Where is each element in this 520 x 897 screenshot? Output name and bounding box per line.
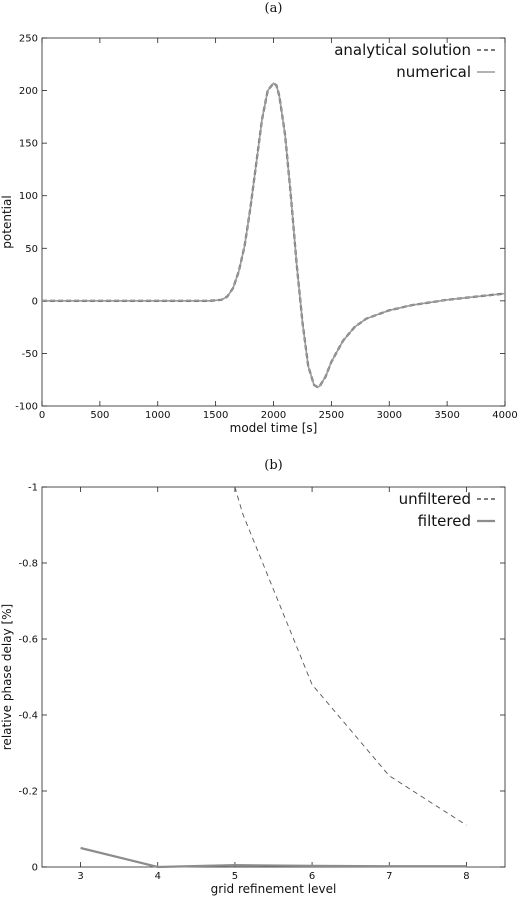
y-tick-label: 250 bbox=[19, 34, 38, 45]
plot-frame-b bbox=[41, 486, 506, 868]
y-tick-label: -0.4 bbox=[18, 711, 38, 722]
x-tick-label: 2500 bbox=[319, 410, 344, 421]
x-tick-label: 6 bbox=[309, 871, 315, 882]
panel-a-tag: (a) bbox=[265, 1, 283, 16]
x-tick-label: 3 bbox=[77, 871, 83, 882]
y-tick-label: -0.6 bbox=[18, 635, 38, 646]
series-line-b-1 bbox=[234, 486, 467, 826]
y-tick-label: -50 bbox=[22, 349, 38, 360]
series-line-a-1 bbox=[42, 82, 506, 389]
panel-a: (a)0 500 1000 1500 2000 2500 3000 3500 4000-100-… bbox=[0, 1, 518, 435]
panel-b: (b) 3 4 5 6 7 8 -1 -0.8 -0.6 -0.4 -0.2 0 grid refinem… bbox=[0, 458, 506, 896]
panel-b-tag: (b) bbox=[264, 458, 282, 473]
y-axis-label: potential bbox=[0, 195, 14, 248]
x-tick-label: 8 bbox=[463, 871, 469, 882]
y-tick-label: -0.8 bbox=[18, 559, 38, 570]
series-line-a-2 bbox=[42, 82, 506, 388]
legend-label: numerical bbox=[396, 63, 471, 81]
y-tick-label: -1 bbox=[28, 483, 38, 494]
x-axis-label: grid refinement level bbox=[211, 882, 337, 896]
x-axis-label: model time [s] bbox=[230, 421, 318, 435]
y-axis-label: relative phase delay [%] bbox=[0, 604, 14, 750]
y-tick-label: 100 bbox=[19, 191, 38, 202]
x-tick-label: 7 bbox=[386, 871, 392, 882]
x-tick-label: 4 bbox=[155, 871, 161, 882]
y-tick-label: 50 bbox=[25, 244, 38, 255]
y-tick-label: -100 bbox=[15, 402, 38, 413]
x-tick-label: 0 bbox=[39, 410, 45, 421]
y-tick-label: 0 bbox=[32, 863, 38, 874]
legend-label: analytical solution bbox=[334, 41, 471, 59]
x-tick-label: 4000 bbox=[492, 410, 517, 421]
x-tick-label: 3000 bbox=[377, 410, 402, 421]
y-tick-label: -0.2 bbox=[18, 787, 38, 798]
y-tick-label: 200 bbox=[19, 86, 38, 97]
x-tick-label: 500 bbox=[90, 410, 109, 421]
series-line-b-2 bbox=[80, 846, 467, 869]
x-tick-label: 2000 bbox=[261, 410, 286, 421]
x-tick-label: 1000 bbox=[145, 410, 170, 421]
legend-label: filtered bbox=[418, 512, 471, 530]
x-tick-label: 5 bbox=[232, 871, 238, 882]
y-tick-label: 150 bbox=[19, 139, 38, 150]
x-tick-label: 3500 bbox=[434, 410, 459, 421]
x-tick-label: 1500 bbox=[203, 410, 228, 421]
legend-label: unfiltered bbox=[399, 490, 471, 508]
y-tick-label: 0 bbox=[32, 296, 38, 307]
plot-frame-a bbox=[41, 37, 506, 407]
